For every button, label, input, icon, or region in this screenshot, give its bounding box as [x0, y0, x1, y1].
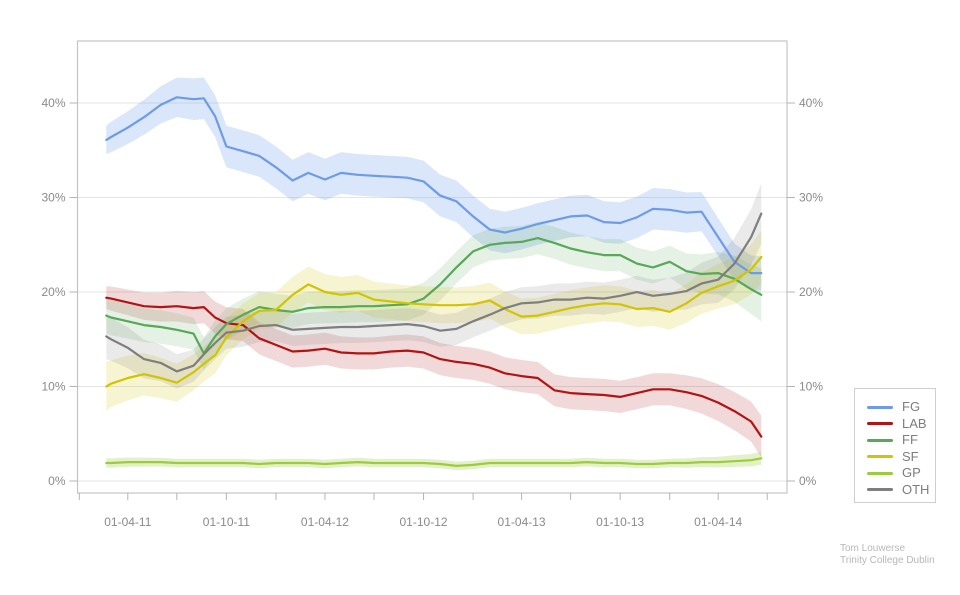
line-fg — [105, 96, 763, 275]
line-sf — [105, 255, 763, 388]
legend: FG LAB FF SF GP OTH — [854, 388, 936, 503]
legend-item-oth: OTH — [867, 482, 935, 498]
line-oth — [105, 212, 763, 373]
legend-label-oth: OTH — [902, 481, 930, 497]
y-axis-label-right: 30% — [799, 191, 823, 205]
legend-swatch-lab — [867, 422, 893, 425]
legend-swatch-gp — [867, 471, 893, 475]
y-axis-label-right: 20% — [799, 285, 823, 299]
legend-swatch-sf — [867, 455, 893, 458]
y-axis-label-left: 10% — [41, 380, 65, 394]
x-axis-label: 01-04-14 — [694, 515, 742, 529]
legend-item-lab: LAB — [867, 416, 935, 432]
legend-label-fg: FG — [902, 399, 921, 414]
band-fg — [106, 77, 762, 291]
legend-swatch-oth — [867, 488, 893, 491]
legend-label-ff: FF — [902, 432, 918, 447]
legend-item-gp: GP — [867, 465, 935, 481]
legend-label-sf: SF — [902, 448, 919, 464]
y-axis-label-left: 0% — [48, 474, 66, 488]
x-axis-label: 01-10-12 — [400, 515, 448, 529]
axis-ticks-and-labels: 0% 0% 10% 10% 20% 20% 30% 30% 40% 40% 01-04-11 01-1… — [41, 96, 823, 529]
legend-item-sf: SF — [867, 449, 935, 465]
band-lab — [106, 286, 762, 458]
y-axis-label-right: 40% — [799, 96, 823, 110]
line-lab — [105, 296, 763, 438]
x-axis-label: 01-10-13 — [596, 515, 644, 529]
legend-item-ff: FF — [867, 432, 935, 448]
band-sf — [106, 230, 762, 412]
y-axis-label-left: 30% — [41, 191, 65, 205]
x-axis-label: 01-04-13 — [498, 515, 546, 529]
x-axis-label: 01-04-12 — [301, 515, 349, 529]
x-axis-label: 01-04-11 — [104, 515, 151, 529]
plot-border — [76, 40, 788, 494]
confidence-bands — [106, 77, 762, 471]
y-axis-label-right: 10% — [799, 380, 823, 394]
y-axis-label-left: 20% — [41, 285, 65, 299]
attribution-author: Tom Louwerse — [840, 543, 906, 554]
plot-frame — [76, 40, 788, 494]
attribution-institution: Trinity College Dublin — [840, 555, 935, 566]
band-oth — [106, 183, 762, 389]
legend-label-lab: LAB — [902, 415, 927, 431]
legend-swatch-ff — [867, 438, 893, 442]
band-ff — [106, 222, 762, 370]
attribution: Tom Louwerse Trinity College Dublin — [840, 543, 935, 567]
series-lines — [105, 96, 763, 467]
y-axis-label-left: 40% — [41, 96, 65, 110]
legend-label-gp: GP — [902, 465, 921, 480]
y-axis-label-right: 0% — [799, 474, 817, 488]
line-gp — [105, 457, 763, 467]
legend-swatch-fg — [867, 405, 893, 409]
band-gp — [106, 451, 762, 471]
x-axis-label: 01-10-11 — [203, 515, 250, 529]
legend-item-fg: FG — [867, 399, 935, 415]
